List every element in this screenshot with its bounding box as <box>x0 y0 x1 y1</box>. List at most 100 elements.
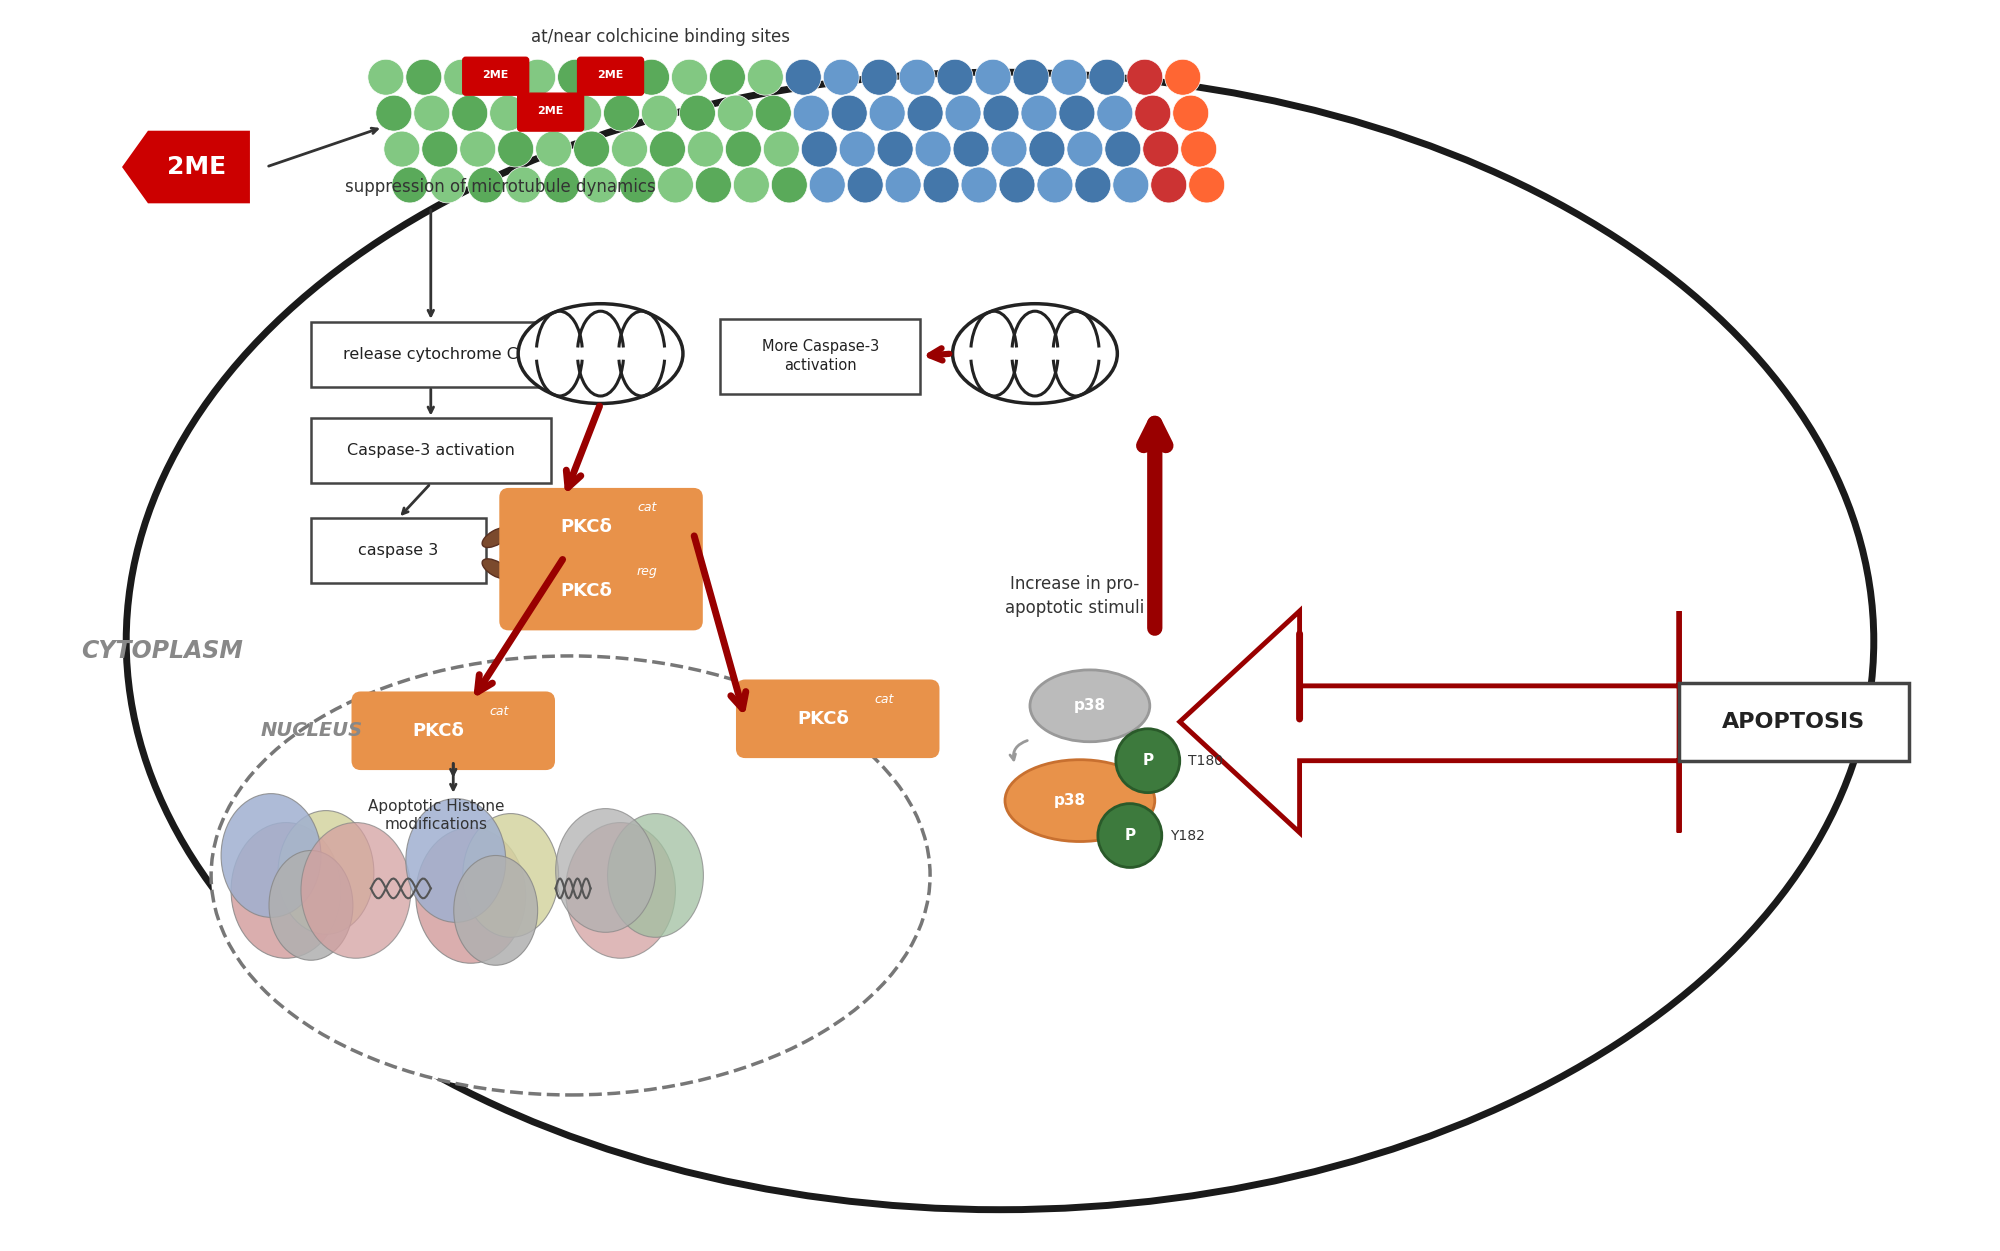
Text: Y182: Y182 <box>1170 828 1204 842</box>
Ellipse shape <box>406 798 506 922</box>
Circle shape <box>1000 168 1034 203</box>
Circle shape <box>696 168 732 203</box>
Circle shape <box>900 59 936 95</box>
Polygon shape <box>1180 610 1680 832</box>
Circle shape <box>718 95 754 131</box>
Text: 2ME: 2ME <box>538 106 564 116</box>
Circle shape <box>1164 59 1200 95</box>
Circle shape <box>832 95 868 131</box>
Circle shape <box>802 131 838 168</box>
Circle shape <box>688 131 724 168</box>
Circle shape <box>824 59 860 95</box>
Circle shape <box>1134 95 1170 131</box>
Circle shape <box>1096 95 1132 131</box>
Circle shape <box>1036 168 1072 203</box>
Text: PKCδ: PKCδ <box>560 518 612 537</box>
Ellipse shape <box>952 304 1118 404</box>
Circle shape <box>726 131 762 168</box>
Ellipse shape <box>300 823 410 958</box>
Circle shape <box>1172 95 1208 131</box>
Circle shape <box>1012 59 1048 95</box>
Circle shape <box>734 168 770 203</box>
Circle shape <box>506 168 542 203</box>
Circle shape <box>1058 95 1094 131</box>
Ellipse shape <box>270 851 352 961</box>
Ellipse shape <box>232 823 340 958</box>
Text: at/near colchicine binding sites: at/near colchicine binding sites <box>530 29 790 46</box>
Text: Increase in pro-
apoptotic stimuli: Increase in pro- apoptotic stimuli <box>1006 575 1144 617</box>
Circle shape <box>376 95 412 131</box>
FancyBboxPatch shape <box>720 319 920 394</box>
Circle shape <box>672 59 708 95</box>
Circle shape <box>1028 131 1064 168</box>
Circle shape <box>490 95 526 131</box>
Circle shape <box>1142 131 1178 168</box>
Ellipse shape <box>462 813 558 937</box>
Circle shape <box>924 168 960 203</box>
FancyBboxPatch shape <box>352 693 554 768</box>
Circle shape <box>384 131 420 168</box>
Circle shape <box>460 131 496 168</box>
Text: P: P <box>1124 828 1136 843</box>
Circle shape <box>1180 131 1216 168</box>
Circle shape <box>810 168 846 203</box>
Circle shape <box>1066 131 1102 168</box>
Circle shape <box>954 131 990 168</box>
Text: 2ME: 2ME <box>598 70 624 80</box>
Circle shape <box>1188 168 1224 203</box>
Circle shape <box>1074 168 1110 203</box>
Circle shape <box>368 59 404 95</box>
Circle shape <box>558 59 594 95</box>
Circle shape <box>544 168 580 203</box>
Ellipse shape <box>518 304 682 404</box>
FancyBboxPatch shape <box>578 58 644 95</box>
FancyBboxPatch shape <box>518 93 584 131</box>
Circle shape <box>1116 729 1180 793</box>
Circle shape <box>870 95 906 131</box>
Circle shape <box>976 59 1010 95</box>
FancyBboxPatch shape <box>310 322 550 387</box>
Polygon shape <box>124 133 248 201</box>
Text: T180: T180 <box>1188 753 1222 768</box>
Circle shape <box>1126 59 1162 95</box>
Circle shape <box>992 131 1026 168</box>
Circle shape <box>582 168 618 203</box>
Circle shape <box>748 59 784 95</box>
Text: reg: reg <box>636 565 658 578</box>
Circle shape <box>414 95 450 131</box>
Text: APOPTOSIS: APOPTOSIS <box>1722 712 1866 732</box>
Ellipse shape <box>1030 669 1150 742</box>
Text: NUCLEUS: NUCLEUS <box>262 722 364 741</box>
Circle shape <box>536 131 572 168</box>
Circle shape <box>1098 803 1162 867</box>
Text: caspase 3: caspase 3 <box>358 543 438 558</box>
Circle shape <box>786 59 822 95</box>
Circle shape <box>528 95 564 131</box>
Circle shape <box>406 59 442 95</box>
Circle shape <box>566 95 602 131</box>
FancyBboxPatch shape <box>500 489 702 565</box>
Circle shape <box>710 59 746 95</box>
Text: 2ME: 2ME <box>482 70 508 80</box>
FancyBboxPatch shape <box>310 419 550 483</box>
Ellipse shape <box>126 73 1874 1210</box>
Circle shape <box>392 168 428 203</box>
Text: suppression of microtubule dynamics: suppression of microtubule dynamics <box>346 178 656 196</box>
Ellipse shape <box>278 811 374 934</box>
Ellipse shape <box>556 808 656 932</box>
Circle shape <box>886 168 922 203</box>
Circle shape <box>596 59 632 95</box>
Circle shape <box>482 59 518 95</box>
Circle shape <box>620 168 656 203</box>
Circle shape <box>680 95 716 131</box>
Text: More Caspase-3
activation: More Caspase-3 activation <box>762 339 878 373</box>
Circle shape <box>772 168 808 203</box>
Circle shape <box>1020 95 1056 131</box>
Circle shape <box>862 59 898 95</box>
Circle shape <box>658 168 694 203</box>
Text: PKCδ: PKCδ <box>560 582 612 600</box>
Circle shape <box>430 168 466 203</box>
Circle shape <box>984 95 1018 131</box>
Circle shape <box>1050 59 1086 95</box>
FancyBboxPatch shape <box>500 553 702 629</box>
